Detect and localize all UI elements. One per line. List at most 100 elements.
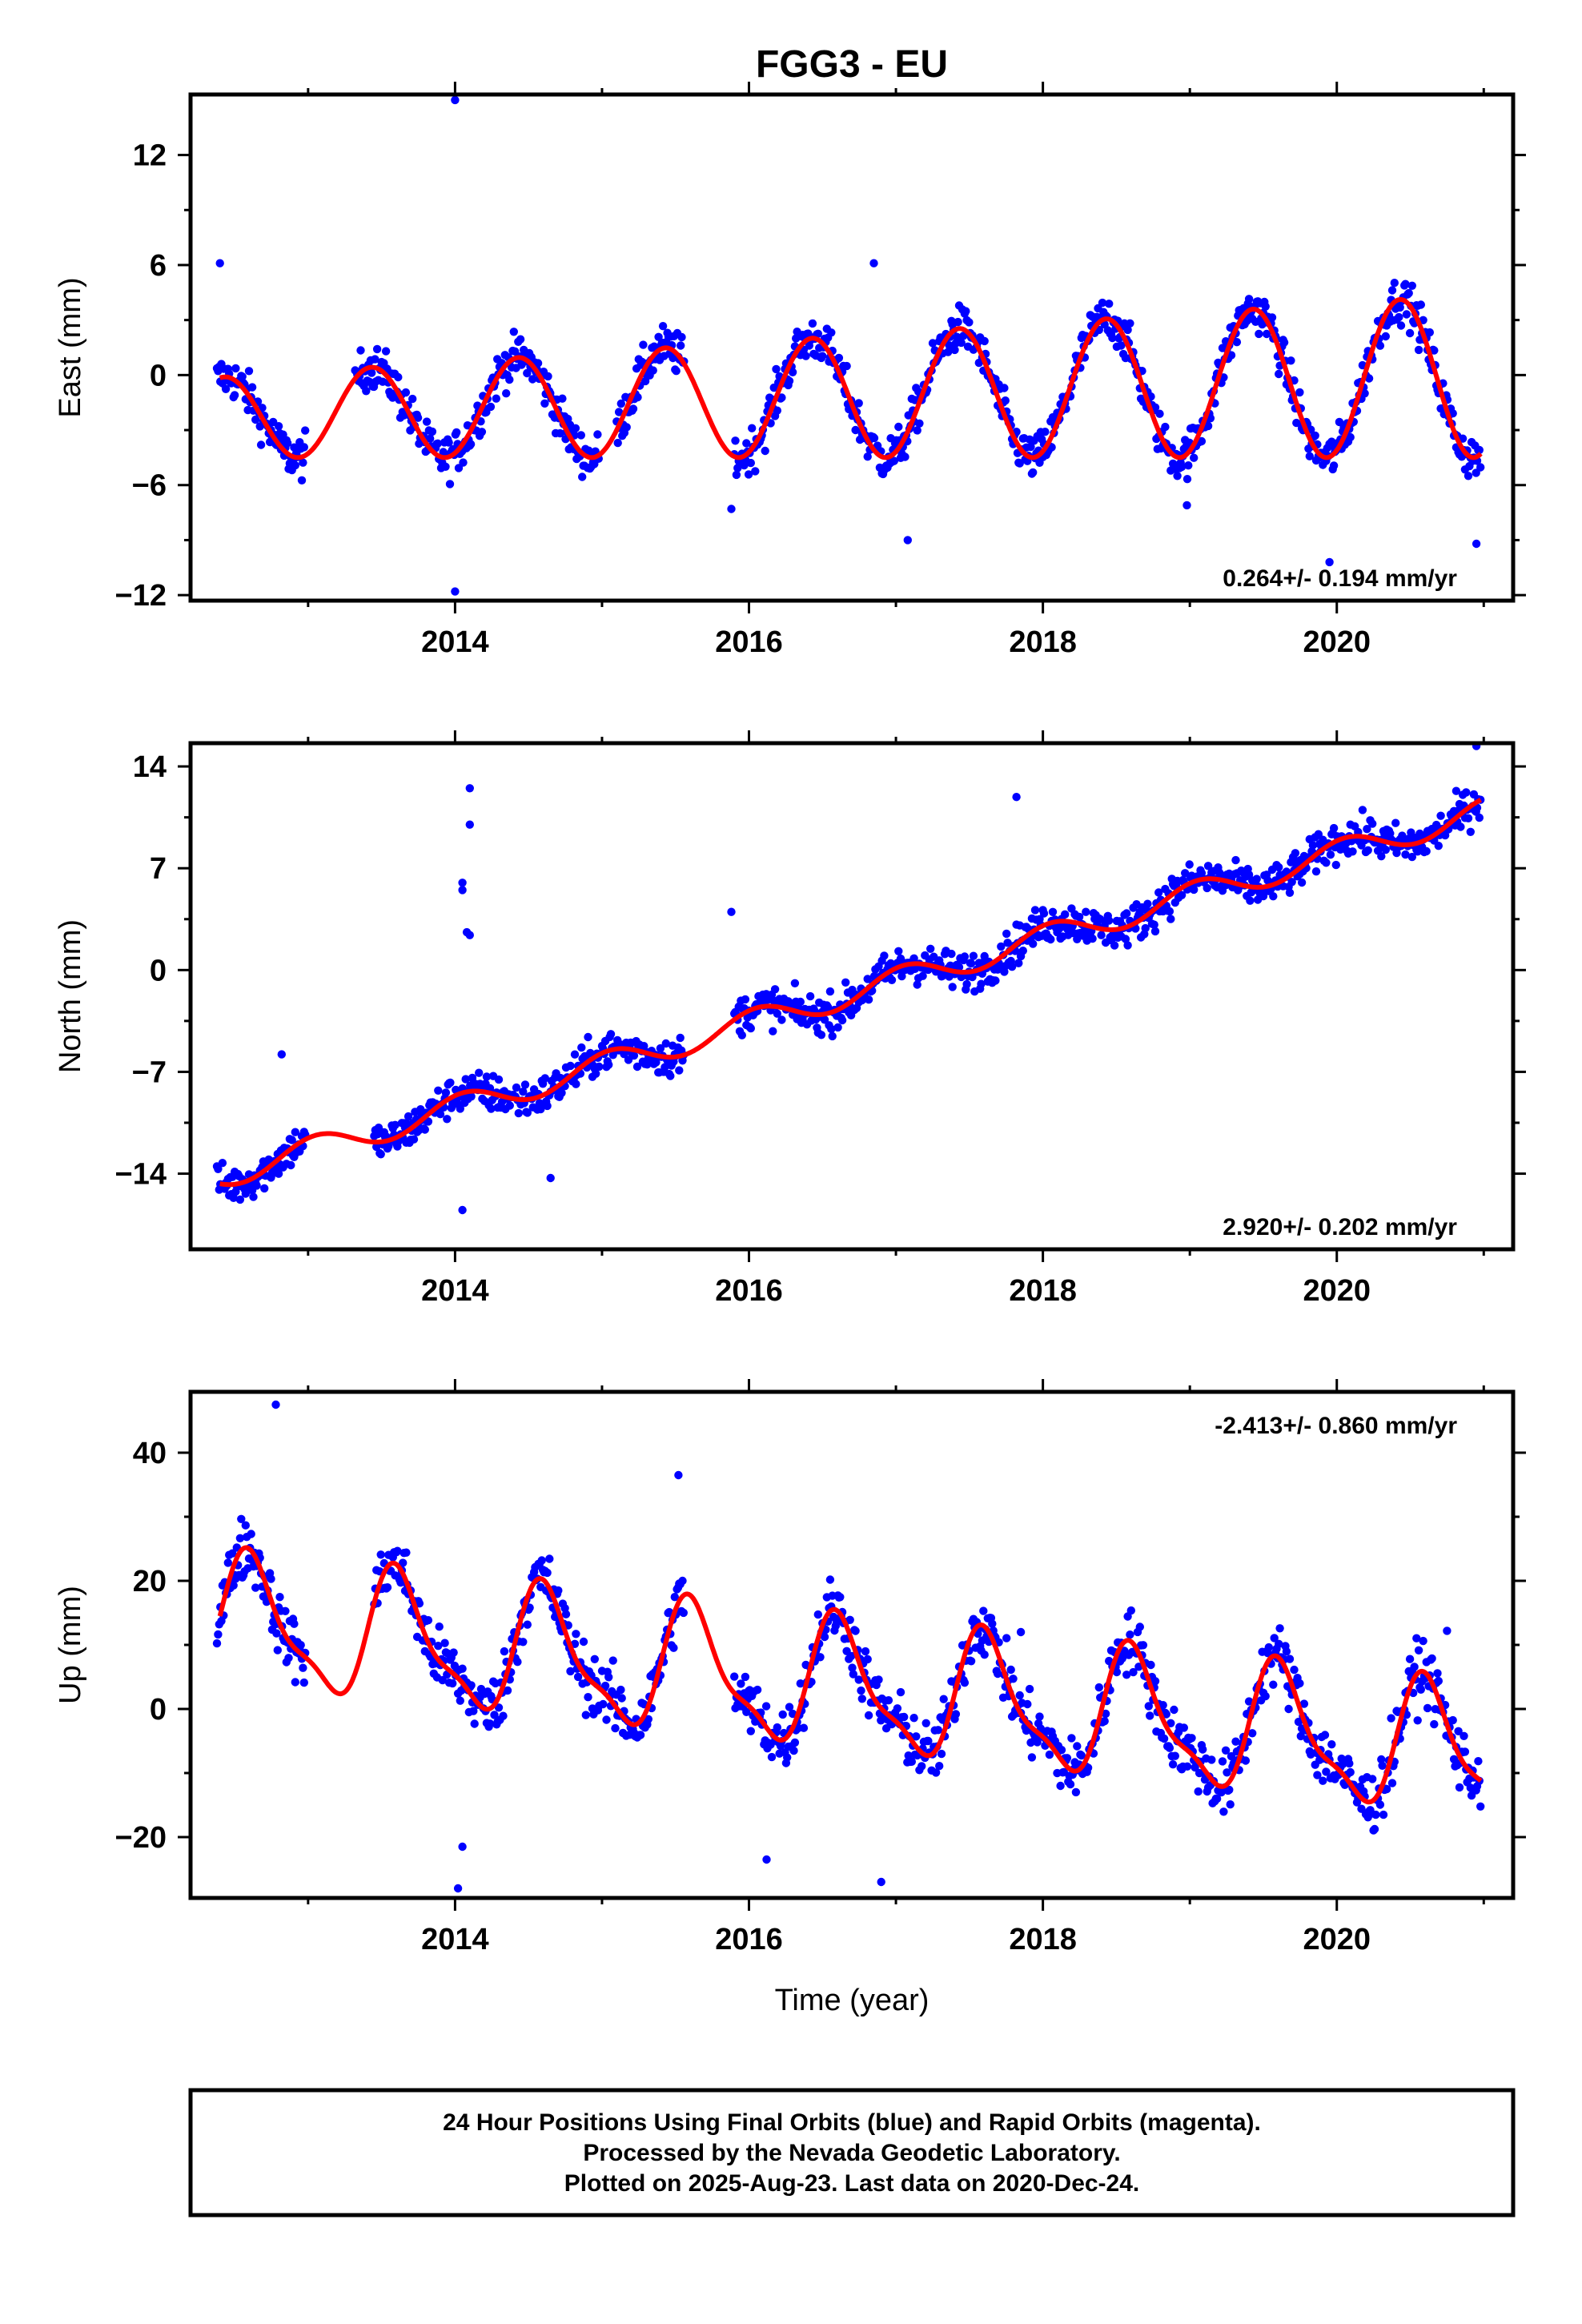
data-point [409, 1135, 419, 1144]
data-point [796, 1679, 805, 1688]
data-point [731, 436, 740, 445]
data-point [880, 951, 889, 960]
data-point [1144, 1702, 1154, 1711]
data-point [877, 1716, 885, 1725]
data-point [469, 1707, 478, 1715]
data-point [611, 1723, 620, 1733]
data-point [801, 352, 810, 360]
data-point [604, 1673, 613, 1682]
data-point [584, 1693, 592, 1702]
data-point [954, 317, 962, 327]
x-tick-label: 2018 [1009, 1274, 1077, 1308]
data-point [1126, 319, 1134, 328]
data-point [1448, 1715, 1457, 1725]
data-point [1077, 1751, 1086, 1760]
data-point-outlier [465, 820, 474, 829]
data-point [935, 1762, 944, 1771]
data-point [969, 951, 978, 960]
data-point [1062, 1754, 1072, 1763]
data-point [1475, 445, 1484, 455]
chart-title: FGG3 - EU [756, 43, 948, 86]
data-point [1219, 1807, 1228, 1816]
data-point [640, 376, 650, 386]
x-tick-label: 2020 [1303, 1274, 1371, 1308]
data-point [825, 987, 835, 996]
data-point [656, 1043, 665, 1053]
data-point [1007, 963, 1017, 971]
data-point [1474, 1757, 1483, 1766]
data-point [1434, 842, 1443, 850]
data-point [1423, 1703, 1432, 1713]
data-point [1029, 939, 1038, 948]
data-point [356, 346, 365, 355]
data-point [909, 1714, 918, 1723]
data-point [223, 1558, 232, 1567]
data-point [1269, 892, 1278, 901]
y-tick-label: −20 [115, 1821, 167, 1855]
data-point [785, 376, 794, 385]
data-point [408, 394, 417, 404]
data-point-outlier [727, 505, 736, 513]
data-point [1311, 431, 1319, 440]
data-point [543, 1568, 552, 1578]
data-point [849, 1670, 858, 1679]
data-point [446, 1078, 455, 1088]
data-point [274, 422, 283, 431]
data-point [789, 1746, 798, 1755]
data-point [979, 1606, 988, 1615]
data-point [887, 975, 897, 985]
data-point [1262, 329, 1271, 339]
data-point [1327, 437, 1336, 446]
data-point [661, 1039, 670, 1048]
data-point [241, 1189, 250, 1198]
data-point [252, 1181, 261, 1190]
data-point [228, 1549, 237, 1558]
data-point [214, 1630, 223, 1639]
data-point [291, 460, 299, 470]
data-point [1414, 345, 1423, 355]
data-point [617, 1694, 626, 1703]
data-point [525, 1603, 534, 1612]
data-point [608, 1051, 617, 1059]
data-point [1464, 814, 1473, 822]
data-point [528, 375, 537, 384]
data-point [1401, 279, 1410, 288]
data-point [1166, 1719, 1175, 1727]
data-point [1150, 1677, 1160, 1686]
data-point [1088, 934, 1097, 943]
data-point [1061, 910, 1070, 919]
data-point [1329, 461, 1339, 470]
data-point [1182, 475, 1192, 484]
data-point [1381, 332, 1391, 341]
data-point [960, 1679, 970, 1687]
data-point [1331, 860, 1341, 870]
data-point [950, 345, 959, 355]
plot-area [212, 743, 1485, 1215]
data-point [1434, 1676, 1443, 1686]
data-point [1414, 1646, 1423, 1655]
data-point [1006, 1665, 1015, 1675]
data-point [235, 1195, 245, 1204]
data-point [1275, 369, 1283, 379]
data-point [1360, 389, 1369, 398]
data-point [1363, 825, 1371, 834]
data-point [1162, 1710, 1171, 1719]
data-point [1460, 1731, 1468, 1740]
data-point [441, 1088, 451, 1097]
data-point [600, 1681, 610, 1691]
data-point [1410, 1663, 1419, 1671]
data-point [1402, 310, 1411, 319]
data-point [1067, 1734, 1076, 1743]
model-line [217, 1545, 1483, 1805]
x-tick-label: 2016 [715, 1274, 783, 1308]
data-point [1430, 346, 1439, 355]
data-point [445, 480, 455, 489]
data-point [939, 1695, 948, 1703]
data-point [742, 439, 751, 448]
data-point-outlier [1325, 557, 1334, 567]
data-point-outlier [1472, 539, 1481, 549]
data-point [274, 1169, 283, 1178]
data-point [1319, 1776, 1327, 1785]
data-point [1168, 1760, 1178, 1769]
